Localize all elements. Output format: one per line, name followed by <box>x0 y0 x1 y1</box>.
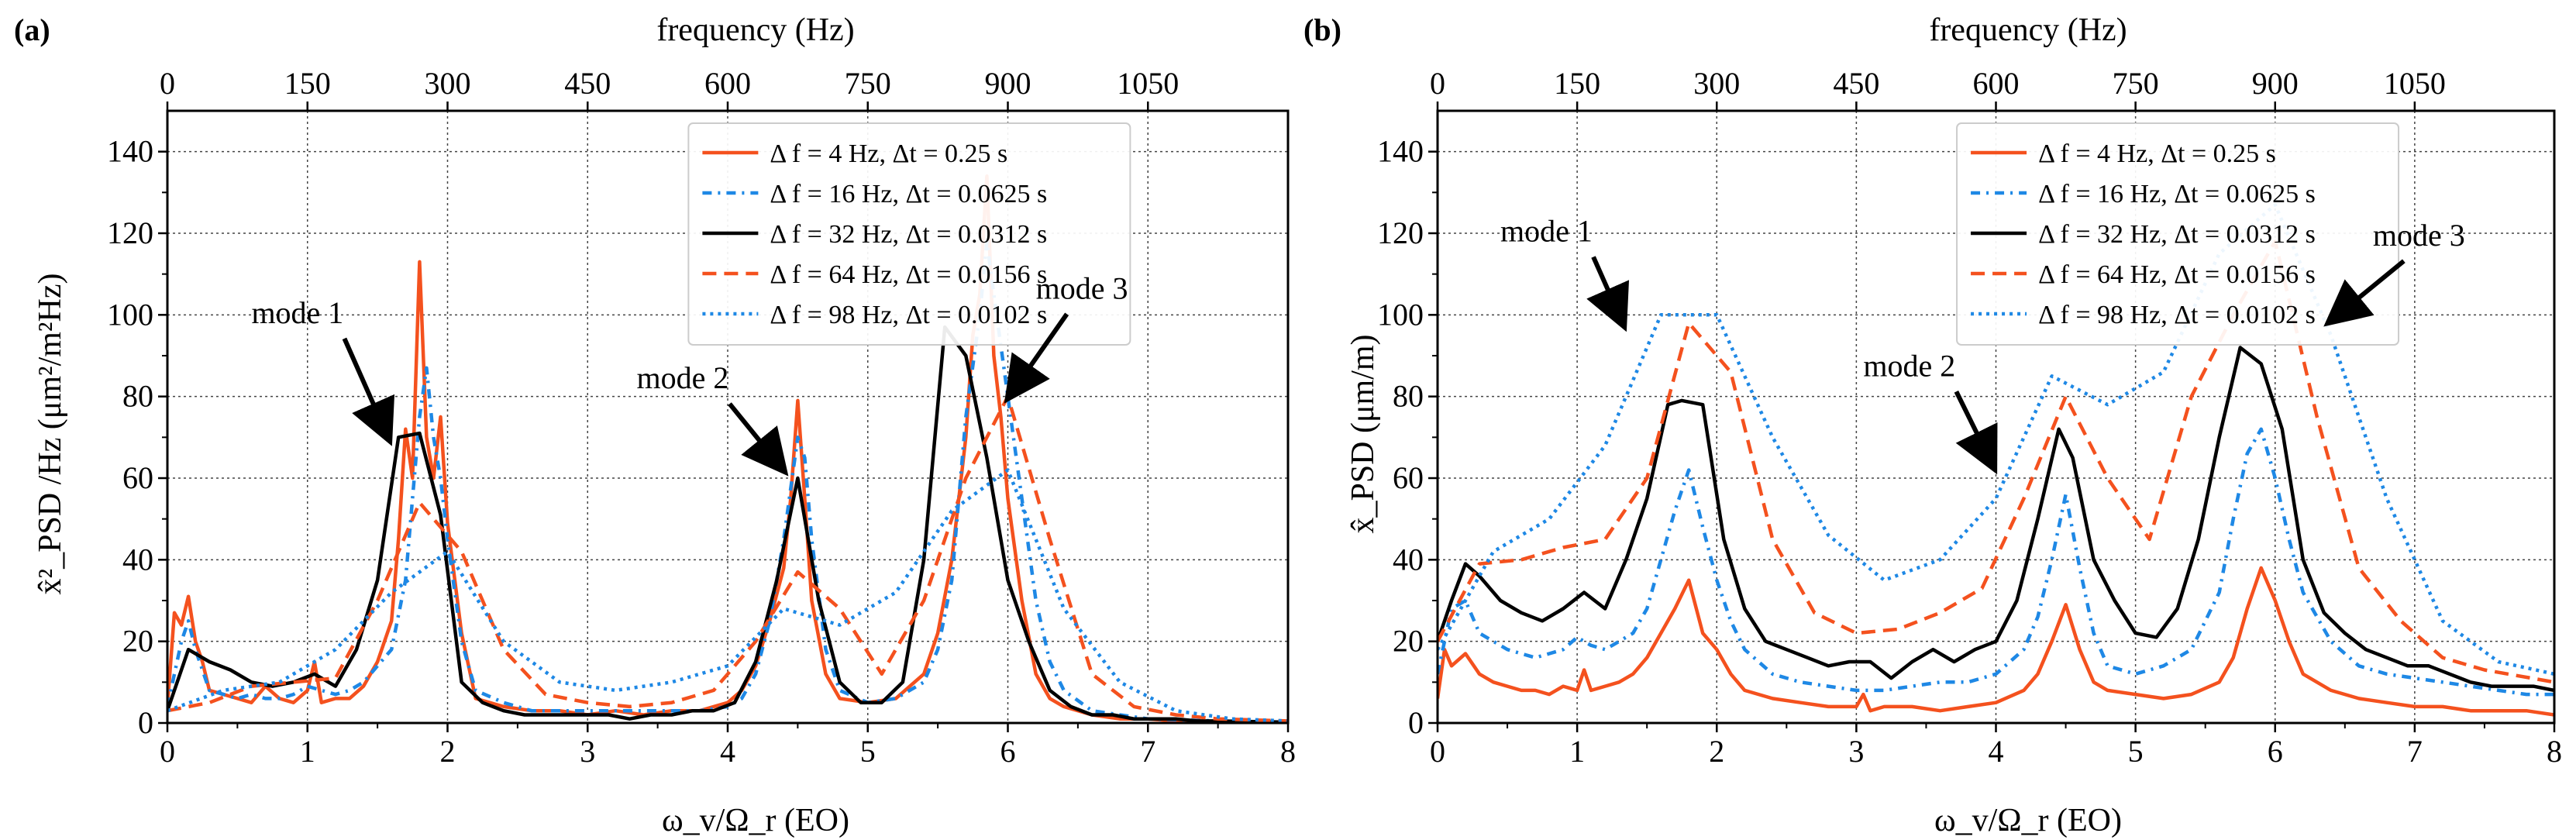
top-x-tick-label: 450 <box>1833 66 1879 101</box>
x-tick-label: 6 <box>2268 734 2283 769</box>
ylabel-b: x̂_PSD (μm/m) <box>1345 334 1381 533</box>
x-tick-label: 7 <box>1140 734 1155 769</box>
series-line-4 <box>167 394 1288 723</box>
top-x-tick-label: 900 <box>985 66 1031 101</box>
legend-box <box>1956 122 2400 346</box>
legend-label-4: Δ f = 64 Hz, Δt = 0.0156 s <box>2038 260 2316 289</box>
series-line-1 <box>1438 566 2554 717</box>
x-tick-label: 5 <box>860 734 876 769</box>
legend-label-4: Δ f = 64 Hz, Δt = 0.0156 s <box>770 260 1047 289</box>
top-x-tick-label: 750 <box>845 66 891 101</box>
xlabel-a: ω_v/Ω_r (EO) <box>662 803 849 838</box>
annotation-arrow-3 <box>1004 312 1069 404</box>
series-line-5 <box>1438 202 2554 676</box>
y-tick-label: 140 <box>107 134 153 169</box>
x-tick-label: 4 <box>1989 734 2004 769</box>
x-tick-label: 3 <box>580 734 595 769</box>
annotation-mode-3: mode 3 <box>1036 270 1128 305</box>
x-tick-label: 4 <box>720 734 735 769</box>
top-x-tick-label: 0 <box>1430 66 1445 101</box>
series-line-2 <box>167 239 1288 723</box>
annotation-arrow-2 <box>728 402 789 477</box>
legend-label-1: Δ f = 4 Hz, Δt = 0.25 s <box>2038 139 2276 168</box>
x-tick-label: 7 <box>2407 734 2423 769</box>
top-xlabel-a: frequency (Hz) <box>656 12 854 48</box>
x-tick-label: 0 <box>160 734 175 769</box>
y-tick-label: 0 <box>138 705 153 740</box>
x-tick-label: 0 <box>1430 734 1445 769</box>
x-tick-label: 6 <box>1000 734 1016 769</box>
legend-label-3: Δ f = 32 Hz, Δt = 0.0312 s <box>770 220 1047 249</box>
x-tick-label: 2 <box>440 734 456 769</box>
top-x-tick-label: 150 <box>284 66 331 101</box>
top-x-tick-label: 450 <box>564 66 611 101</box>
series-group <box>167 174 1288 723</box>
x-tick-label: 1 <box>300 734 315 769</box>
y-tick-label: 80 <box>1393 379 1424 414</box>
annotation-mode-3: mode 3 <box>2373 218 2465 253</box>
top-x-tick-label: 150 <box>1554 66 1600 101</box>
annotation-arrow-3 <box>2323 259 2406 327</box>
series-line-5 <box>167 468 1288 723</box>
x-tick-label: 8 <box>2547 734 2562 769</box>
series-line-3 <box>167 325 1288 723</box>
y-tick-label: 60 <box>122 460 153 495</box>
top-x-tick-label: 300 <box>425 66 471 101</box>
top-x-tick-label: 750 <box>2113 66 2159 101</box>
legend-label-2: Δ f = 16 Hz, Δt = 0.0625 s <box>770 180 1047 208</box>
legend-label-5: Δ f = 98 Hz, Δt = 0.0102 s <box>770 301 1047 329</box>
annotation-arrow-1 <box>342 337 395 446</box>
annotation-mode-2: mode 2 <box>637 360 729 395</box>
y-tick-label: 20 <box>122 624 153 659</box>
legend-label-3: Δ f = 32 Hz, Δt = 0.0312 s <box>2038 220 2316 249</box>
legend-box <box>687 122 1131 346</box>
legend-label-2: Δ f = 16 Hz, Δt = 0.0625 s <box>2038 180 2316 208</box>
chart-a: (a) frequency (Hz) 0 1 2 3 4 5 6 7 8020406080100… <box>14 12 1296 838</box>
y-tick-label: 0 <box>1408 705 1424 740</box>
top-x-tick-label: 0 <box>160 66 175 101</box>
legend-label-1: Δ f = 4 Hz, Δt = 0.25 s <box>770 139 1007 168</box>
top-x-tick-label: 1050 <box>1117 66 1179 101</box>
x-tick-label: 5 <box>2128 734 2144 769</box>
chart-b: (b) frequency (Hz) 0 1 2 3 4 5 6 7 8020406080100… <box>1303 12 2562 838</box>
annotation-arrow-1 <box>1586 256 1630 332</box>
x-tick-label: 3 <box>1848 734 1864 769</box>
panel-label-a: (a) <box>14 12 50 47</box>
y-tick-label: 60 <box>1393 460 1424 495</box>
y-tick-label: 20 <box>1393 624 1424 659</box>
ylabel-a: x̂²_PSD /Hz (μm²/m²Hz) <box>33 274 68 595</box>
y-tick-label: 100 <box>1377 297 1424 332</box>
y-tick-label: 40 <box>1393 542 1424 577</box>
top-x-tick-label: 300 <box>1693 66 1740 101</box>
panel-label-b: (b) <box>1303 12 1341 47</box>
annotation-mode-2: mode 2 <box>1863 348 1955 383</box>
annotation-mode-1: mode 1 <box>251 295 343 330</box>
xlabel-b: ω_v/Ω_r (EO) <box>1934 803 2122 838</box>
y-tick-label: 120 <box>107 215 153 250</box>
y-tick-label: 140 <box>1377 134 1424 169</box>
y-tick-label: 120 <box>1377 215 1424 250</box>
annotation-arrow-2 <box>1954 391 1998 475</box>
x-tick-label: 8 <box>1280 734 1296 769</box>
series-line-3 <box>1438 346 2554 693</box>
top-x-tick-label: 600 <box>1973 66 2020 101</box>
series-line-4 <box>1438 239 2554 684</box>
y-tick-label: 100 <box>107 297 153 332</box>
top-x-tick-label: 600 <box>704 66 751 101</box>
series-line-1 <box>167 174 1288 723</box>
y-tick-label: 40 <box>122 542 153 577</box>
y-tick-label: 80 <box>122 379 153 414</box>
series-line-2 <box>1438 427 2554 697</box>
top-x-tick-label: 900 <box>2252 66 2299 101</box>
x-tick-label: 2 <box>1709 734 1724 769</box>
annotation-mode-1: mode 1 <box>1500 214 1593 249</box>
top-xlabel-b: frequency (Hz) <box>1929 12 2127 48</box>
x-tick-label: 1 <box>1569 734 1585 769</box>
top-x-tick-label: 1050 <box>2384 66 2446 101</box>
legend-label-5: Δ f = 98 Hz, Δt = 0.0102 s <box>2038 301 2316 329</box>
series-group <box>1438 202 2554 717</box>
